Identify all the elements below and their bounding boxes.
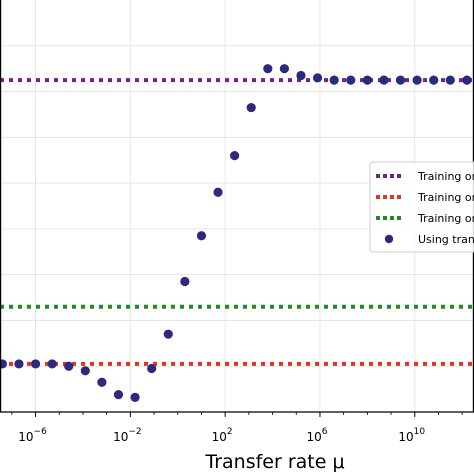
- data-point: [263, 64, 273, 74]
- x-axis-ticks: 10−6 10−2 102 106 1010: [11, 412, 463, 444]
- data-point: [246, 102, 256, 113]
- x-tick-label: 102: [212, 427, 233, 444]
- data-point: [113, 390, 124, 400]
- data-point: [130, 392, 140, 402]
- data-point: [312, 73, 323, 83]
- data-point: [180, 276, 190, 287]
- scatter-points: [0, 64, 472, 402]
- x-tick-label: 1010: [398, 427, 425, 444]
- data-point: [230, 151, 240, 161]
- x-tick-base: 10: [212, 430, 227, 444]
- x-tick-label: 10−6: [18, 427, 47, 444]
- data-point: [64, 361, 74, 371]
- data-point: [412, 75, 422, 85]
- data-point: [97, 377, 107, 387]
- data-point: [346, 75, 356, 85]
- data-point: [80, 366, 90, 376]
- data-point: [296, 70, 306, 81]
- x-tick-label: 106: [306, 427, 327, 444]
- data-point: [196, 231, 207, 241]
- x-tick-base: 10: [113, 430, 128, 444]
- data-point: [445, 75, 455, 85]
- data-point: [279, 64, 289, 74]
- legend-label: Training on: [417, 191, 474, 204]
- legend-label: Using trans: [418, 233, 474, 246]
- data-point: [462, 75, 472, 85]
- x-tick-base: 10: [18, 430, 33, 444]
- x-tick-exponent: 2: [227, 427, 233, 437]
- data-point: [213, 187, 223, 197]
- legend-box: [369, 161, 474, 253]
- data-point: [379, 75, 389, 85]
- data-point: [30, 359, 41, 369]
- legend: Training on Training on Training on Using t…: [369, 161, 474, 253]
- data-point: [362, 75, 372, 85]
- data-point: [147, 363, 157, 374]
- data-point: [47, 359, 57, 369]
- x-tick-base: 10: [306, 430, 321, 444]
- legend-label: Training on: [417, 212, 474, 225]
- legend-point-swatch: [384, 234, 394, 244]
- data-point: [429, 75, 439, 85]
- data-point: [395, 75, 406, 85]
- x-tick-exponent: −2: [128, 427, 141, 437]
- x-axis-title: Transfer rate μ: [204, 451, 344, 473]
- legend-label: Training on: [417, 170, 474, 183]
- x-tick-exponent: 6: [322, 427, 328, 437]
- data-point: [329, 75, 339, 85]
- data-point: [14, 359, 24, 369]
- data-point: [0, 359, 7, 369]
- x-tick-base: 10: [398, 430, 413, 444]
- x-tick-label: 10−2: [113, 427, 142, 444]
- reference-lines: [0, 78, 474, 366]
- x-tick-exponent: −6: [34, 427, 48, 437]
- data-point: [163, 329, 173, 339]
- x-tick-exponent: 10: [414, 427, 426, 437]
